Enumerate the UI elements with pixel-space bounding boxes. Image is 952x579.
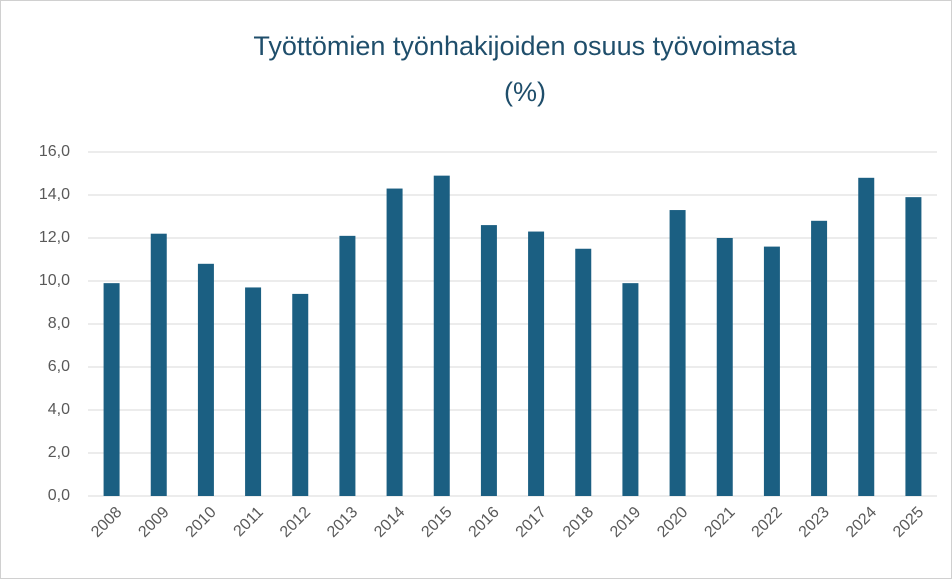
bar [669, 210, 686, 497]
chart-title: (%) [504, 77, 546, 107]
y-tick-label: 12,0 [39, 229, 70, 246]
bar [528, 231, 545, 497]
y-tick-label: 0,0 [48, 487, 70, 504]
y-tick-label: 14,0 [39, 186, 70, 203]
bar [197, 263, 214, 496]
y-tick-label: 4,0 [48, 401, 70, 418]
bar [292, 293, 309, 496]
bar [858, 177, 875, 497]
y-tick-label: 16,0 [39, 143, 70, 160]
y-tick-label: 2,0 [48, 444, 70, 461]
bar [103, 283, 120, 496]
bar [905, 197, 922, 496]
chart-title: Työttömien työnhakijoiden osuus työvoima… [253, 31, 797, 61]
bar [811, 220, 828, 497]
bar [480, 225, 497, 496]
bar [575, 248, 592, 496]
bar [622, 283, 639, 496]
bar [386, 188, 403, 497]
bar [150, 233, 167, 496]
y-tick-label: 10,0 [39, 272, 70, 289]
bar [245, 287, 262, 496]
bar [433, 175, 450, 496]
y-tick-label: 6,0 [48, 358, 70, 375]
bar [339, 235, 356, 496]
bar [716, 238, 733, 496]
y-tick-label: 8,0 [48, 315, 70, 332]
bar [763, 246, 780, 496]
